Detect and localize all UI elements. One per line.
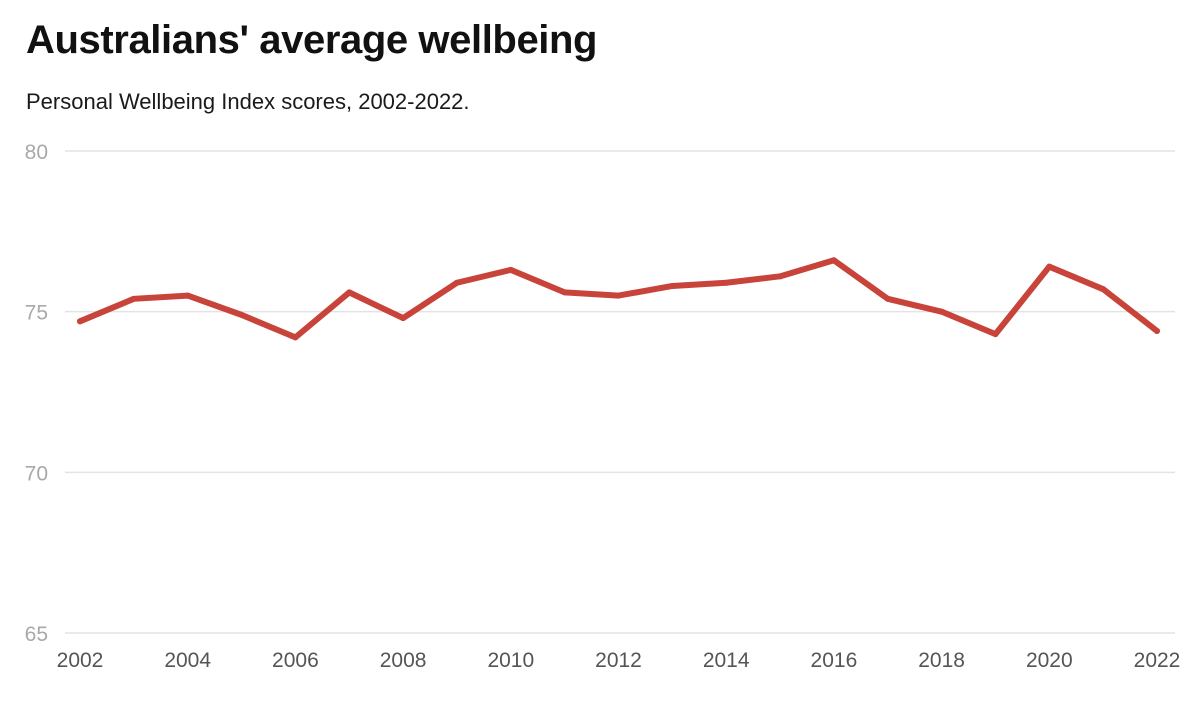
data-point-2005 [238, 311, 245, 318]
y-tick-label-70: 70 [25, 462, 48, 485]
x-tick-label-2008: 2008 [380, 649, 427, 672]
y-tick-label-65: 65 [25, 623, 48, 646]
data-point-2006 [292, 334, 299, 341]
data-point-2009 [453, 279, 460, 286]
x-tick-label-2006: 2006 [272, 649, 319, 672]
data-point-2020 [1046, 263, 1053, 270]
data-point-2017 [884, 295, 891, 302]
gridlines [65, 150, 1175, 634]
data-point-2010 [507, 266, 514, 273]
data-point-2011 [561, 289, 568, 296]
data-point-2002 [77, 318, 83, 325]
data-point-2019 [992, 331, 999, 338]
data-point-2003 [130, 295, 137, 302]
x-tick-label-2004: 2004 [164, 649, 211, 672]
data-point-2018 [938, 308, 945, 315]
y-axis: 65 70 75 80 [25, 141, 48, 646]
data-point-2016 [830, 257, 837, 264]
series-line-0 [77, 257, 1160, 341]
x-tick-label-2010: 2010 [487, 649, 534, 672]
data-point-2013 [669, 282, 676, 289]
y-tick-label-80: 80 [25, 141, 48, 164]
x-tick-label-2002: 2002 [57, 649, 104, 672]
x-tick-label-2020: 2020 [1026, 649, 1073, 672]
x-tick-label-2012: 2012 [595, 649, 642, 672]
data-point-2022 [1154, 327, 1160, 334]
data-point-2007 [346, 289, 353, 296]
x-axis: 2002 2004 2006 2008 2010 2012 2014 2016 2018 2020… [57, 649, 1181, 672]
data-point-2015 [777, 273, 784, 280]
data-point-2021 [1100, 286, 1107, 293]
x-tick-label-2022: 2022 [1134, 649, 1181, 672]
data-point-2008 [400, 315, 407, 322]
data-point-2004 [184, 292, 191, 299]
chart-subtitle: Personal Wellbeing Index scores, 2002-20… [26, 89, 470, 114]
x-tick-label-2018: 2018 [918, 649, 965, 672]
data-point-2014 [723, 279, 730, 286]
series-layer [77, 257, 1160, 341]
y-tick-label-75: 75 [25, 302, 48, 325]
x-tick-label-2014: 2014 [703, 649, 750, 672]
x-tick-label-2016: 2016 [811, 649, 858, 672]
chart-title: Australians' average wellbeing [26, 18, 598, 62]
data-point-2012 [615, 292, 622, 299]
